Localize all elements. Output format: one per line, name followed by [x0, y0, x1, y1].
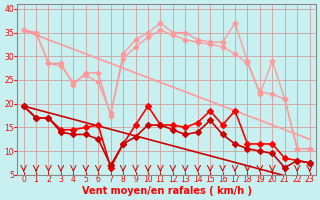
X-axis label: Vent moyen/en rafales ( km/h ): Vent moyen/en rafales ( km/h ) [82, 186, 252, 196]
